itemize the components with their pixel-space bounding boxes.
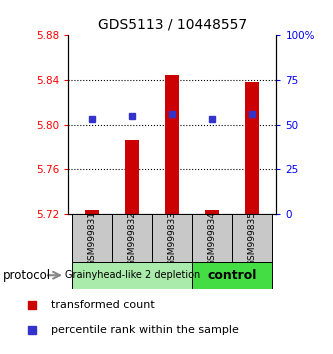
Text: GSM999832: GSM999832 bbox=[128, 211, 137, 266]
Text: transformed count: transformed count bbox=[51, 300, 155, 310]
Text: control: control bbox=[208, 269, 257, 282]
Bar bbox=[72, 214, 112, 262]
Text: GSM999831: GSM999831 bbox=[88, 211, 97, 266]
Bar bbox=[232, 214, 272, 262]
Bar bbox=[192, 214, 232, 262]
Text: GSM999835: GSM999835 bbox=[248, 211, 257, 266]
Bar bbox=[245, 82, 259, 214]
Bar bbox=[152, 214, 192, 262]
Bar bbox=[72, 262, 192, 289]
Text: GSM999834: GSM999834 bbox=[208, 211, 217, 266]
Bar bbox=[112, 214, 152, 262]
Text: protocol: protocol bbox=[3, 269, 52, 282]
Bar bbox=[125, 141, 139, 214]
Title: GDS5113 / 10448557: GDS5113 / 10448557 bbox=[98, 17, 247, 32]
Text: Grainyhead-like 2 depletion: Grainyhead-like 2 depletion bbox=[65, 270, 200, 280]
Bar bbox=[165, 74, 179, 214]
Bar bbox=[192, 262, 272, 289]
Text: percentile rank within the sample: percentile rank within the sample bbox=[51, 325, 238, 335]
Text: GSM999833: GSM999833 bbox=[168, 211, 177, 266]
Bar bbox=[85, 210, 99, 214]
Bar bbox=[205, 210, 219, 214]
